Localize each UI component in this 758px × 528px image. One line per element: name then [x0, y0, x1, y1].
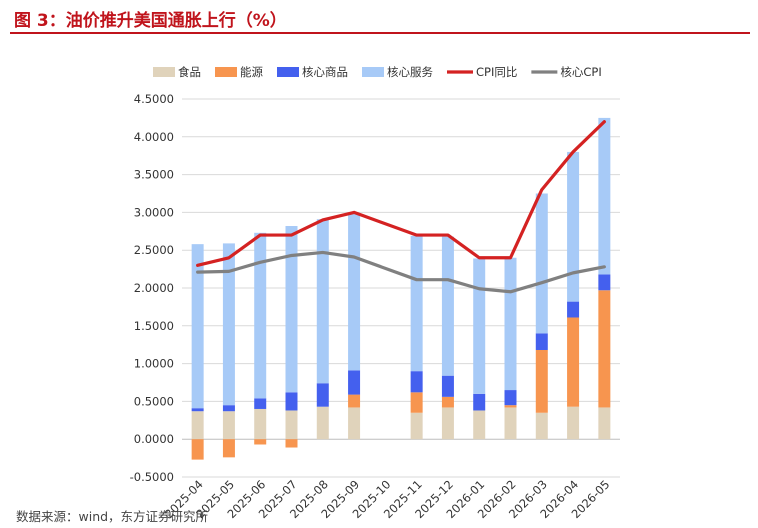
bar-segment: [222, 439, 235, 458]
bar-segment: [254, 408, 267, 440]
legend-label: 核心商品: [302, 65, 348, 79]
bar-segment: [473, 393, 486, 411]
bar-series: [191, 117, 611, 460]
bar-segment: [598, 290, 611, 408]
bar-segment: [535, 193, 548, 334]
bar-segment: [535, 333, 548, 350]
bar-segment: [504, 405, 517, 408]
y-tick-label: 3.0000: [134, 205, 174, 219]
bar-segment: [348, 394, 361, 408]
bar-segment: [285, 410, 298, 440]
y-tick-label: 4.5000: [134, 92, 174, 106]
bar-segment: [504, 257, 517, 391]
legend-label: 核心服务: [387, 65, 433, 79]
bar-segment: [254, 232, 267, 399]
y-tick-label: 2.5000: [134, 243, 174, 257]
bar-segment: [348, 407, 361, 440]
legend-label: 能源: [240, 65, 263, 79]
bar-segment: [316, 406, 329, 440]
legend-label: CPI同比: [476, 65, 517, 79]
bar-segment: [473, 258, 486, 394]
legend-swatch: [153, 67, 175, 77]
bar-segment: [441, 407, 454, 440]
bar-segment: [473, 410, 486, 440]
bar-segment: [191, 439, 204, 460]
bar-segment: [285, 226, 298, 393]
bar-segment: [285, 392, 298, 411]
bar-segment: [316, 383, 329, 407]
y-tick-label: 2.0000: [134, 281, 174, 295]
bar-segment: [567, 301, 580, 318]
y-tick-label: 1.5000: [134, 319, 174, 333]
bar-segment: [348, 370, 361, 395]
bar-segment: [535, 349, 548, 413]
y-tick-label: 0.0000: [134, 432, 174, 446]
y-tick-label: 4.0000: [134, 130, 174, 144]
legend-label: 食品: [178, 65, 201, 79]
bar-segment: [535, 412, 548, 440]
bar-segment: [410, 235, 423, 372]
bar-segment: [316, 219, 329, 384]
bar-segment: [598, 117, 611, 275]
bar-segment: [441, 375, 454, 397]
y-tick-label: 0.5000: [134, 394, 174, 408]
bar-segment: [348, 213, 361, 371]
figure-title: 图 3：油价推升美国通胀上行（%）: [14, 11, 287, 31]
y-tick-label: -0.5000: [130, 470, 174, 484]
x-axis-ticks: 2025-042025-052025-062025-072025-082025-…: [162, 477, 613, 521]
bar-segment: [285, 439, 298, 448]
bar-segment: [567, 317, 580, 407]
line-series: [196, 120, 606, 294]
legend-swatch: [277, 67, 299, 77]
bar-segment: [598, 407, 611, 440]
bar-segment: [598, 274, 611, 291]
legend-label: 核心CPI: [560, 65, 601, 79]
bar-segment: [504, 390, 517, 406]
bar-segment: [254, 439, 267, 445]
y-tick-label: 1.0000: [134, 357, 174, 371]
bar-segment: [222, 405, 235, 412]
legend: 食品 能源 核心商品 核心服务 CPI同比 核心CPI: [153, 65, 602, 79]
legend-swatch: [362, 67, 384, 77]
bar-segment: [441, 236, 454, 376]
bar-segment: [191, 408, 204, 412]
bar-segment: [410, 412, 423, 440]
source-note: 数据来源：wind，东方证券研究所: [16, 509, 209, 524]
grid-lines: [182, 98, 620, 478]
legend-swatch: [215, 67, 237, 77]
bar-segment: [567, 151, 580, 302]
bar-segment: [222, 243, 235, 406]
bar-segment: [410, 371, 423, 393]
bar-segment: [504, 407, 517, 440]
bar-segment: [567, 406, 580, 440]
bar-segment: [191, 244, 204, 409]
bar-segment: [222, 411, 235, 440]
bar-segment: [191, 411, 204, 440]
bar-segment: [254, 398, 267, 409]
title-divider: [10, 32, 750, 34]
y-tick-label: 3.5000: [134, 168, 174, 182]
y-axis-ticks: -0.5000 0.0000 0.5000 1.0000 1.5000 2.0000 2.5…: [130, 92, 174, 484]
series-line: [196, 250, 606, 294]
bar-segment: [441, 396, 454, 408]
bar-segment: [410, 392, 423, 413]
series-line: [196, 120, 606, 267]
